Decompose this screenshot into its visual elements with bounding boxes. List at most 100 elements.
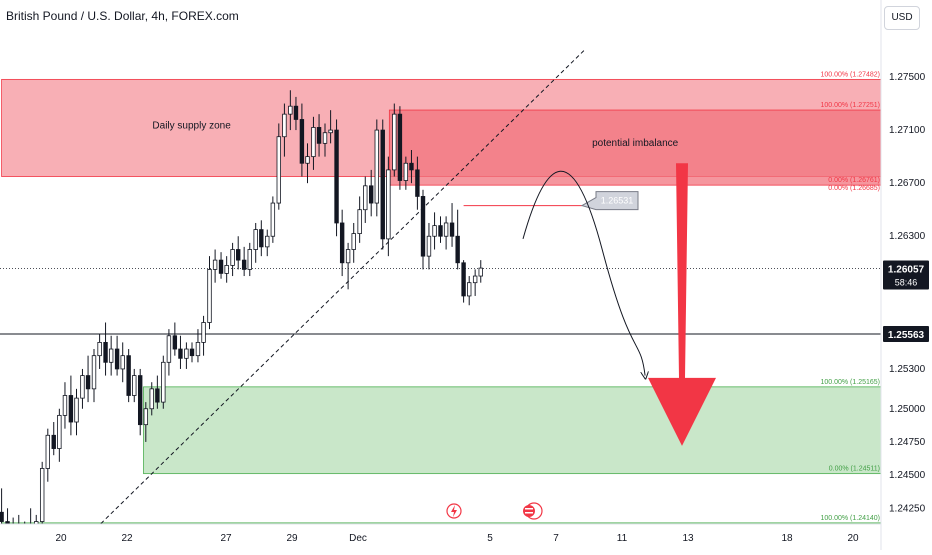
y-tick-label: 1.25000	[889, 404, 926, 415]
zone-rect	[143, 386, 881, 475]
candle-body	[397, 113, 403, 181]
candle-body	[23, 526, 27, 535]
candle-body	[316, 127, 322, 144]
x-tick-label: 13	[682, 533, 694, 544]
candle	[351, 222, 356, 263]
y-tick-label: 1.26700	[889, 178, 926, 189]
candle	[265, 229, 270, 257]
candle-body	[299, 119, 305, 164]
candle	[392, 103, 397, 177]
candle-body	[29, 526, 33, 531]
candle	[45, 428, 50, 482]
candle-body	[62, 395, 68, 416]
candle-body	[386, 169, 391, 240]
candle	[184, 342, 189, 369]
x-tick-label: 22	[121, 533, 133, 544]
candle-body	[253, 229, 258, 250]
candle	[415, 156, 420, 210]
y-tick-label: 1.24750	[889, 437, 926, 448]
zone-bottom-label: 0.00% (1.24511)	[829, 466, 880, 473]
y-tick-label: 1.26300	[889, 231, 926, 242]
candle	[345, 242, 351, 290]
event-flag-stripe	[525, 508, 533, 510]
candle	[386, 156, 391, 257]
candle-body	[137, 375, 143, 426]
candle-body	[114, 348, 120, 370]
candle-body	[161, 361, 166, 403]
zone-bottom-label-2: 0.00% (1.26685)	[828, 185, 880, 192]
candle-body	[241, 259, 247, 270]
candle	[189, 342, 195, 363]
candle	[207, 256, 212, 330]
projection-curve	[522, 170, 645, 375]
candle	[132, 368, 137, 403]
candle-body	[415, 169, 420, 197]
candle-body	[339, 222, 345, 264]
candle-body	[478, 267, 483, 277]
candle	[57, 408, 62, 462]
x-tick-label: 11	[617, 533, 628, 544]
candle-body	[218, 259, 224, 274]
candle-body	[201, 322, 206, 343]
candle	[461, 260, 466, 303]
candle	[34, 514, 39, 524]
candle	[374, 119, 380, 217]
candle-body	[132, 375, 137, 396]
candle	[212, 249, 218, 283]
candle	[443, 216, 449, 250]
candle-body	[143, 408, 149, 426]
candle	[455, 209, 460, 270]
candle-body	[57, 414, 62, 449]
candle	[126, 349, 131, 403]
candle-body	[443, 222, 449, 237]
candle	[282, 103, 287, 157]
y-tick-label: 1.24250	[889, 503, 926, 514]
event-flash-bolt	[451, 505, 457, 517]
currency-button[interactable]: USD	[884, 6, 920, 30]
candle	[467, 276, 472, 306]
candle-body	[265, 235, 270, 248]
candle-body	[207, 269, 212, 323]
candle-body	[91, 355, 97, 390]
candle	[120, 342, 125, 383]
candle-body	[0, 511, 4, 522]
candle-body	[212, 259, 218, 270]
event-flag-stripe	[525, 512, 533, 514]
x-tick-label: 7	[553, 533, 559, 544]
zone-rect	[388, 109, 881, 186]
big-down-arrow	[648, 163, 716, 446]
y-tick-label: 1.25300	[889, 364, 926, 375]
y-tick-label: 1.27100	[889, 125, 926, 136]
last-price-countdown: 58:46	[895, 277, 918, 287]
candle	[137, 368, 143, 436]
candle	[426, 222, 432, 270]
candle	[80, 368, 85, 409]
candle	[259, 220, 264, 257]
last-price-tag	[883, 260, 929, 290]
candle	[311, 116, 316, 170]
candle-body	[270, 202, 276, 237]
candle	[236, 236, 241, 270]
candle	[18, 514, 20, 524]
candle	[322, 123, 328, 157]
candle-body	[149, 388, 154, 410]
candle	[62, 382, 68, 429]
x-tick-label: 18	[781, 533, 793, 544]
candle	[316, 114, 322, 157]
candle-body	[403, 162, 409, 181]
candle	[178, 335, 183, 369]
candle-body	[120, 355, 125, 370]
candle	[288, 90, 293, 131]
zone-bottom-label: 0.00% (1.26761)	[828, 177, 880, 184]
candle	[449, 203, 455, 247]
candle	[143, 402, 149, 442]
candle	[0, 488, 4, 524]
zone-top-label: 100.00% (1.27482)	[820, 71, 880, 78]
candle	[51, 422, 56, 456]
candle-body	[368, 185, 374, 204]
candle	[403, 156, 409, 190]
candle-body	[322, 132, 328, 144]
candle-body	[189, 348, 195, 357]
candle	[247, 242, 252, 277]
